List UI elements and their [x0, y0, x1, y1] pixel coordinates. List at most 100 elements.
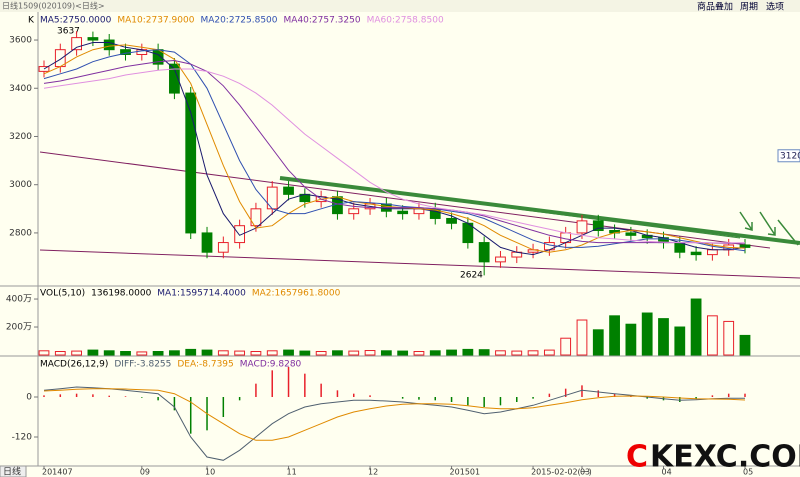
- candle-body: [169, 63, 180, 94]
- x-tick-label: 2015-02-02(一): [531, 468, 592, 477]
- x-tick-label: 201407: [42, 468, 73, 477]
- candle-body: [478, 242, 490, 263]
- ma-line: [43, 42, 746, 256]
- period-label: 日线: [3, 466, 21, 477]
- options-button[interactable]: 选项: [766, 1, 784, 13]
- volume-bar: [413, 351, 425, 356]
- candle-body: [185, 92, 197, 234]
- y-tick-label: 0: [26, 393, 32, 403]
- y-tick-label: 3600: [9, 36, 32, 46]
- arrow-annotation: [739, 211, 799, 246]
- legend-entry: MA5:2750.0000: [40, 16, 112, 26]
- volume-bar: [54, 351, 66, 356]
- volume-bar: [185, 348, 197, 356]
- candle-body: [201, 232, 213, 253]
- ma-line: [43, 68, 745, 244]
- volume-bar: [152, 351, 164, 356]
- volume-bar: [71, 350, 82, 356]
- volume-bar: [707, 315, 718, 356]
- x-tick-label: 201501: [450, 468, 481, 477]
- volume-legend: MA2:1657961.8000: [252, 289, 341, 299]
- volume-bar: [87, 349, 99, 356]
- volume-bar: [299, 350, 311, 356]
- ma-line: [43, 59, 745, 244]
- volume-bar: [332, 350, 343, 356]
- y-tick-label: 3200: [9, 132, 32, 142]
- trend-line: [39, 249, 800, 279]
- diff-line: [43, 386, 745, 461]
- candle-body: [576, 220, 588, 234]
- y-tick-label: 3000: [9, 180, 32, 190]
- title-bar: [0, 0, 800, 12]
- ma-line: [43, 49, 746, 252]
- legend-entry: MA60:2758.8500: [367, 16, 444, 26]
- x-tick-label: 11: [287, 468, 297, 477]
- volume-bar: [250, 351, 262, 356]
- macd-legend: DEA:-8.7395: [177, 360, 233, 370]
- candle-body: [397, 210, 409, 215]
- candle-body: [217, 242, 229, 253]
- candle-body: [446, 217, 457, 224]
- volume-bar: [348, 350, 360, 356]
- window-title: 日线1509(020109)<日线>: [2, 1, 105, 11]
- watermark: KEXC.COM: [650, 440, 800, 475]
- volume-title: VOL(5,10): [40, 289, 85, 299]
- x-tick-label: 09: [140, 468, 150, 477]
- candle-body: [592, 220, 604, 232]
- watermark: C: [626, 440, 648, 475]
- volume-bar: [283, 349, 294, 356]
- x-tick-label: 03: [580, 468, 590, 477]
- volume-legend: MA1:1595714.4000: [157, 289, 246, 299]
- x-tick-label: 12: [368, 468, 378, 477]
- candle-body: [103, 39, 115, 51]
- y-tick-label: 2800: [9, 228, 32, 238]
- macd-title: MACD(26,12,9): [40, 360, 108, 370]
- period-button[interactable]: 周期: [740, 2, 758, 13]
- volume-bar: [674, 326, 686, 356]
- overlay-button[interactable]: 商品叠加: [697, 1, 733, 13]
- y-tick-label: 3400: [9, 84, 32, 94]
- volume-bar: [658, 318, 669, 356]
- y-tick-label: 400万: [6, 295, 32, 305]
- volume-bar: [511, 350, 523, 356]
- candle-body: [348, 208, 360, 215]
- volume-bar: [103, 350, 115, 356]
- price-marker-box: [777, 149, 800, 163]
- volume-bar: [234, 350, 246, 356]
- y-tick-label: -120: [12, 433, 33, 443]
- candle-body: [707, 249, 718, 256]
- candle-body: [283, 186, 294, 195]
- candle-body: [87, 37, 99, 41]
- volume-bar: [120, 351, 131, 356]
- legend-entry: MA10:2737.9000: [117, 16, 194, 26]
- volume-bar: [723, 320, 735, 356]
- volume-bar: [625, 323, 637, 356]
- legend-entry: MA40:2757.3250: [284, 16, 361, 26]
- x-tick-label: 05: [743, 468, 753, 477]
- period-tab[interactable]: [0, 465, 27, 477]
- volume-legend: 136198.0000: [91, 289, 151, 299]
- price-marker: 3120: [780, 151, 800, 161]
- candle-body: [495, 256, 506, 263]
- high-annotation: 3637: [57, 27, 80, 37]
- volume-bar: [315, 351, 327, 356]
- trend-line-bold: [279, 176, 800, 245]
- candle-body: [690, 251, 702, 256]
- dea-line: [43, 388, 746, 441]
- volume-bar: [266, 350, 278, 356]
- volume-bar: [136, 351, 148, 356]
- legend-entry: MA20:2725.8500: [200, 16, 277, 26]
- candle-body: [625, 232, 637, 236]
- legend-prefix: K: [28, 16, 35, 26]
- candle-body: [71, 37, 82, 51]
- ma-line: [43, 44, 746, 253]
- volume-bar: [364, 350, 376, 356]
- x-tick-label: 10: [205, 468, 215, 477]
- x-tick-label: 04: [661, 468, 671, 477]
- volume-bar: [169, 350, 180, 356]
- volume-bar: [592, 329, 604, 356]
- volume-bar: [560, 337, 572, 356]
- volume-bar: [495, 350, 506, 356]
- volume-bar: [478, 349, 490, 356]
- volume-bar: [527, 350, 539, 356]
